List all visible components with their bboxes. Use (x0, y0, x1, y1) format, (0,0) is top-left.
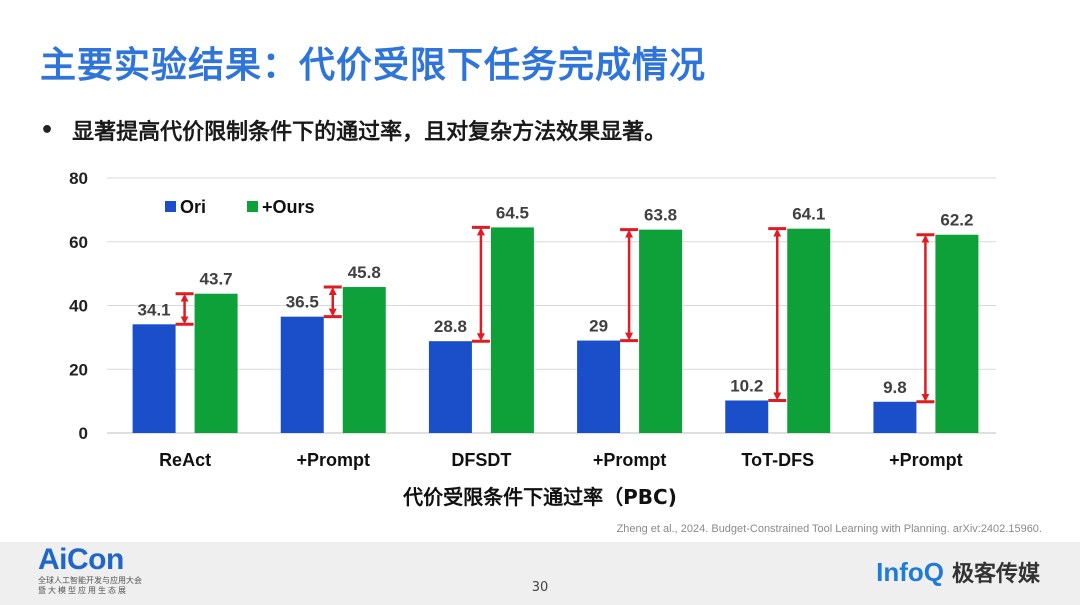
citation: Zheng et al., 2024. Budget-Constrained T… (616, 523, 1042, 535)
x-tick-label: ToT-DFS (741, 450, 814, 470)
infoq-cn-name: 极客传媒 (951, 562, 1040, 587)
bullet-dot: • (40, 117, 55, 143)
bar-ori (577, 340, 621, 433)
legend-swatch (247, 201, 258, 212)
aicon-subtitle: 全球人工智能开发与应用大会 (38, 576, 142, 585)
y-tick-label: 0 (79, 424, 88, 443)
bar-ori (428, 341, 472, 433)
bullet-text: 显著提高代价限制条件下的通过率，且对复杂方法效果显著。 (72, 120, 667, 145)
data-label: 63.8 (644, 206, 677, 225)
y-tick-label: 80 (69, 169, 88, 188)
data-label: 36.5 (286, 293, 319, 312)
page-number: 30 (531, 580, 549, 595)
y-tick-label: 20 (69, 360, 88, 379)
bar-ours (194, 293, 238, 433)
infoq-logo: InfoQ 极客传媒 (876, 556, 1040, 588)
data-label: 62.2 (940, 211, 973, 230)
bar-ours (342, 287, 386, 433)
slide-title: 主要实验结果：代价受限下任务完成情况 (40, 45, 707, 86)
x-axis-label: 代价受限条件下通过率（PBC) (402, 485, 677, 509)
x-tick-label: +Prompt (296, 450, 370, 470)
x-tick-label: DFSDT (451, 450, 511, 470)
legend-label: Ori (180, 197, 206, 217)
infoq-name: InfoQ (876, 556, 944, 587)
bar-ours (787, 228, 831, 433)
bar-ours (935, 234, 979, 433)
x-tick-label: ReAct (159, 450, 211, 470)
legend-label: +Ours (262, 197, 315, 217)
aicon-name: AiCon (38, 543, 124, 576)
data-label: 28.8 (434, 317, 467, 336)
data-label: 29 (589, 317, 608, 336)
data-label: 64.5 (496, 203, 529, 222)
bar-ours (639, 229, 683, 433)
data-label: 34.1 (138, 300, 171, 319)
bar-ori (280, 316, 324, 433)
data-label: 43.7 (200, 270, 233, 289)
bar-chart: 0 20 40 60 80 34.1 43.7 ReAct 36.5 45.8 +Prompt 28… (69, 169, 996, 509)
x-tick-label: +Prompt (593, 450, 667, 470)
y-tick-label: 60 (69, 233, 88, 252)
bullet-point: • 显著提高代价限制条件下的通过率，且对复杂方法效果显著。 (40, 114, 666, 146)
data-label: 64.1 (792, 205, 825, 224)
data-label: 9.8 (883, 378, 907, 397)
bar-ori (873, 401, 917, 433)
aicon-subtitle-2: 暨大模型应用生态展 (38, 586, 128, 595)
data-label: 10.2 (730, 376, 763, 395)
y-tick-label: 40 (69, 297, 88, 316)
aicon-logo: AiCon 全球人工智能开发与应用大会 暨大模型应用生态展 (38, 544, 142, 596)
bar-ours (490, 227, 534, 433)
data-label: 45.8 (348, 263, 381, 282)
x-tick-label: +Prompt (889, 450, 963, 470)
footer-bar: AiCon 全球人工智能开发与应用大会 暨大模型应用生态展 30 InfoQ 极… (0, 542, 1080, 605)
bar-ori (132, 324, 176, 433)
legend-swatch (165, 201, 176, 212)
bar-ori (725, 400, 769, 433)
